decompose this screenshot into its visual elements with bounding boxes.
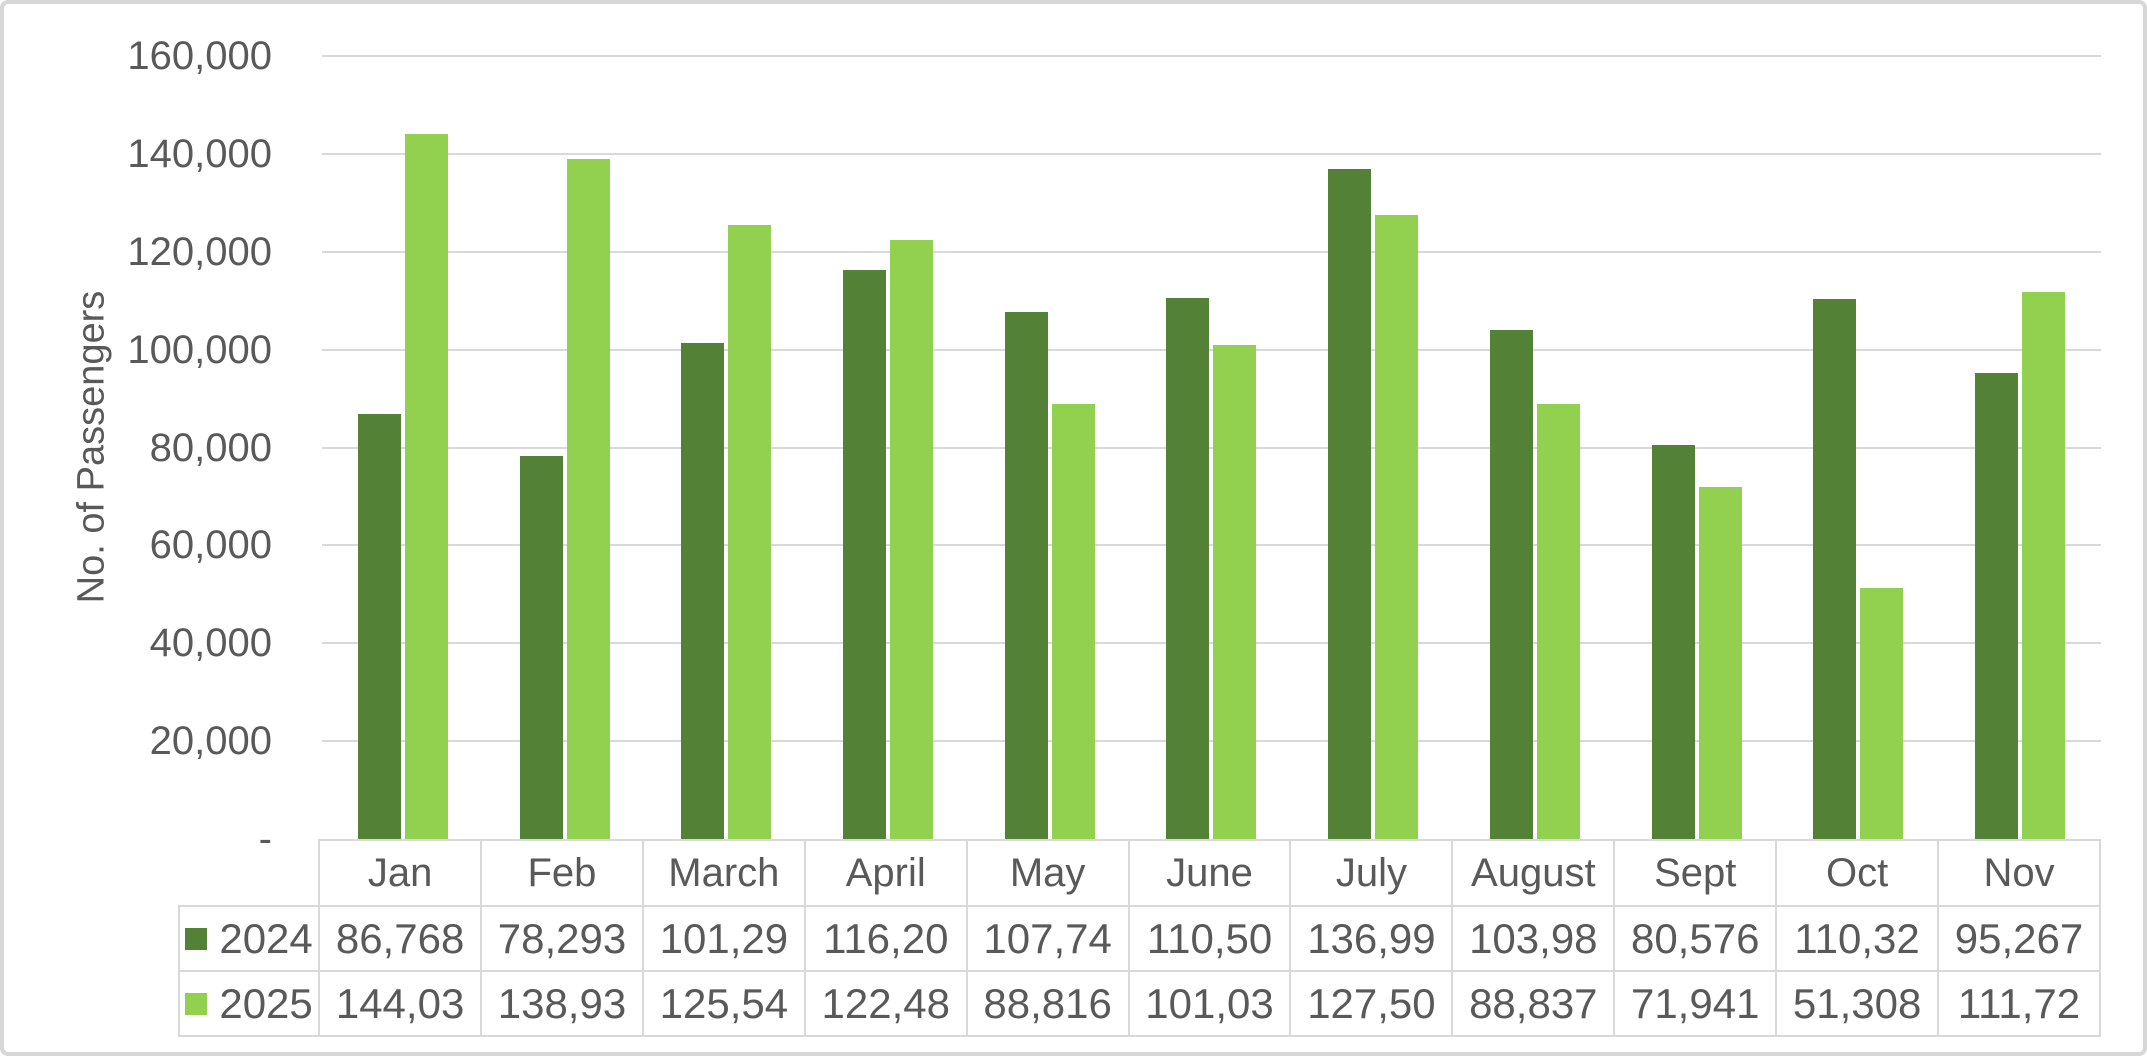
- bar-2024-march[interactable]: [681, 343, 724, 839]
- y-tick-label: 20,000: [149, 719, 272, 764]
- month-header-feb: Feb: [480, 839, 644, 907]
- value-cell-2024-may: 107,74: [965, 905, 1130, 972]
- bar-2025-sept[interactable]: [1699, 487, 1742, 839]
- bar-2025-may[interactable]: [1052, 404, 1095, 839]
- legend-entry: 2024: [181, 914, 317, 963]
- series-name: 2025: [219, 979, 313, 1027]
- y-tick-label: 120,000: [127, 229, 272, 274]
- bar-2024-august[interactable]: [1490, 330, 1533, 839]
- bar-2025-oct[interactable]: [1860, 588, 1903, 839]
- value-cell-2025-august: 88,837: [1451, 970, 1616, 1037]
- table-corner-blank: [179, 840, 319, 906]
- table-header-row: Jan Feb March April May June July August Sept Oct…: [179, 839, 2101, 907]
- value-cell-2025-feb: 138,93: [480, 970, 644, 1037]
- gridline: [322, 544, 2101, 547]
- y-tick-label: 60,000: [149, 523, 272, 568]
- legend-swatch-2024: [185, 927, 208, 950]
- table-row-2025: 2025 144,03 138,93 125,54 122,48 88,816 101,03…: [177, 970, 2101, 1037]
- data-table: Jan Feb March April May June July August Sept Oct…: [177, 839, 2101, 1037]
- bar-2024-june[interactable]: [1166, 298, 1209, 839]
- bar-2025-august[interactable]: [1537, 404, 1580, 839]
- value-cell-2025-oct: 51,308: [1775, 970, 1940, 1037]
- value-cell-2024-august: 103,98: [1451, 905, 1616, 972]
- value-cell-2024-march: 101,29: [641, 905, 806, 972]
- legend-cell-2025[interactable]: 2025: [177, 970, 321, 1037]
- value-cell-2024-feb: 78,293: [480, 905, 644, 972]
- value-cell-2024-july: 136,99: [1289, 905, 1454, 972]
- month-header-oct: Oct: [1775, 839, 1940, 907]
- bar-2024-april[interactable]: [843, 270, 886, 839]
- value-cell-2025-march: 125,54: [641, 970, 806, 1037]
- month-header-july: July: [1289, 839, 1454, 907]
- bar-2025-feb[interactable]: [567, 159, 610, 839]
- month-header-sept: Sept: [1613, 839, 1778, 907]
- bar-2025-march[interactable]: [728, 225, 771, 839]
- gridline: [322, 348, 2101, 351]
- month-header-may: May: [965, 839, 1130, 907]
- bar-2025-july[interactable]: [1375, 215, 1418, 839]
- month-header-august: August: [1451, 839, 1616, 907]
- y-tick-label: 40,000: [149, 621, 272, 666]
- bar-2024-july[interactable]: [1328, 169, 1371, 839]
- month-header-nov: Nov: [1937, 839, 2101, 907]
- table-row-2024: 2024 86,768 78,293 101,29 116,20 107,74 110,50…: [177, 905, 2101, 972]
- month-header-april: April: [803, 839, 968, 907]
- value-cell-2025-april: 122,48: [803, 970, 968, 1037]
- legend-cell-2024[interactable]: 2024: [177, 905, 321, 972]
- value-cell-2025-nov: 111,72: [1937, 970, 2101, 1037]
- legend-entry: 2025: [181, 979, 317, 1028]
- y-tick-label: 100,000: [127, 327, 272, 372]
- gridline: [322, 152, 2101, 155]
- month-header-june: June: [1127, 839, 1292, 907]
- value-cell-2024-nov: 95,267: [1937, 905, 2101, 972]
- data-table-wrap[interactable]: Jan Feb March April May June July August Sept Oct…: [177, 839, 2101, 1037]
- value-cell-2024-june: 110,50: [1127, 905, 1292, 972]
- value-cell-2024-oct: 110,32: [1775, 905, 1940, 972]
- value-cell-2025-jan: 144,03: [318, 970, 483, 1037]
- value-cell-2024-sept: 80,576: [1613, 905, 1778, 972]
- bar-2024-sept[interactable]: [1652, 445, 1695, 839]
- y-tick-label: 140,000: [127, 131, 272, 176]
- value-cell-2025-sept: 71,941: [1613, 970, 1778, 1037]
- bar-2024-feb[interactable]: [520, 456, 563, 839]
- value-cell-2024-april: 116,20: [803, 905, 968, 972]
- gridline: [322, 446, 2101, 449]
- bar-2024-jan[interactable]: [358, 414, 401, 839]
- value-cell-2024-jan: 86,768: [318, 905, 483, 972]
- gridline: [322, 642, 2101, 645]
- value-cell-2025-may: 88,816: [965, 970, 1130, 1037]
- gridline: [322, 740, 2101, 743]
- legend-swatch-2025: [185, 992, 208, 1015]
- bar-2025-june[interactable]: [1213, 345, 1256, 839]
- bar-2025-nov[interactable]: [2022, 292, 2065, 839]
- gridline: [322, 55, 2101, 57]
- bar-2024-may[interactable]: [1005, 312, 1048, 839]
- y-tick-label: 160,000: [127, 34, 272, 78]
- value-cell-2025-june: 101,03: [1127, 970, 1292, 1037]
- gridline: [322, 250, 2101, 253]
- bar-2024-oct[interactable]: [1813, 299, 1856, 839]
- bar-2025-jan[interactable]: [405, 134, 448, 839]
- y-tick-label: 80,000: [149, 425, 272, 470]
- bar-2025-april[interactable]: [890, 240, 933, 839]
- y-tick-label: -: [258, 817, 272, 861]
- month-header-jan: Jan: [318, 839, 483, 907]
- value-cell-2025-july: 127,50: [1289, 970, 1454, 1037]
- series-name: 2024: [219, 914, 313, 962]
- month-header-march: March: [641, 839, 806, 907]
- bar-2024-nov[interactable]: [1975, 373, 2018, 839]
